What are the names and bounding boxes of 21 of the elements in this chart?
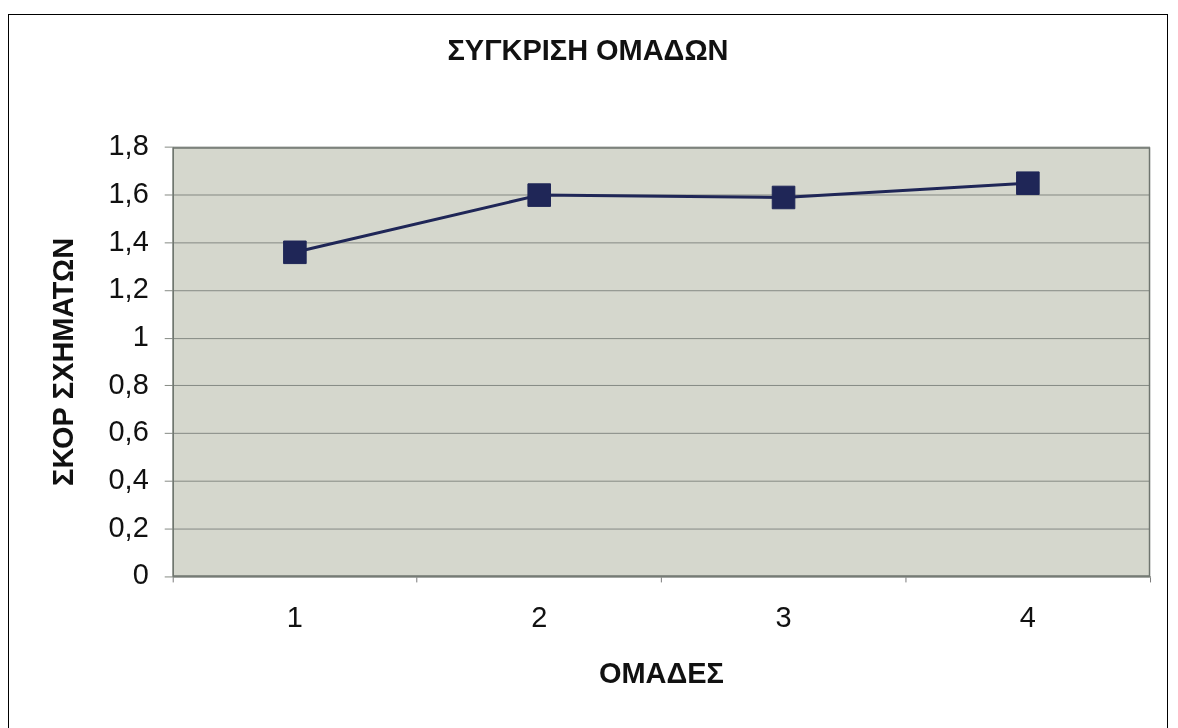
- y-tick-label: 0,4: [108, 463, 149, 496]
- y-axis-title: ΣΚΟΡ ΣΧΗΜΑΤΩΝ: [47, 237, 80, 486]
- y-tick-label: 1,8: [108, 129, 149, 162]
- y-tick-label: 0,2: [108, 510, 149, 543]
- x-tick-label: 4: [1019, 600, 1036, 633]
- x-tick-label: 3: [775, 600, 792, 633]
- point: [283, 240, 307, 265]
- y-tick-label: 0,8: [108, 367, 149, 400]
- x-tick-label: 2: [531, 600, 548, 633]
- y-tick-label: 1,6: [108, 177, 149, 210]
- y-tick-label: 1: [132, 320, 149, 353]
- chart-title: ΣΥΓΚΡΙΣΗ ΟΜΑΔΩΝ: [447, 34, 729, 67]
- y-tick-label: 0,6: [108, 415, 149, 448]
- x-axis-title: ΟΜΑΔΕΣ: [598, 656, 724, 689]
- point: [527, 183, 551, 207]
- point: [1016, 171, 1040, 195]
- y-tick-label: 0: [132, 558, 149, 591]
- y-tick-label: 1,2: [108, 272, 149, 305]
- y-tick-label: 1,4: [108, 224, 149, 257]
- point: [771, 185, 796, 210]
- x-tick-label: 1: [286, 600, 303, 633]
